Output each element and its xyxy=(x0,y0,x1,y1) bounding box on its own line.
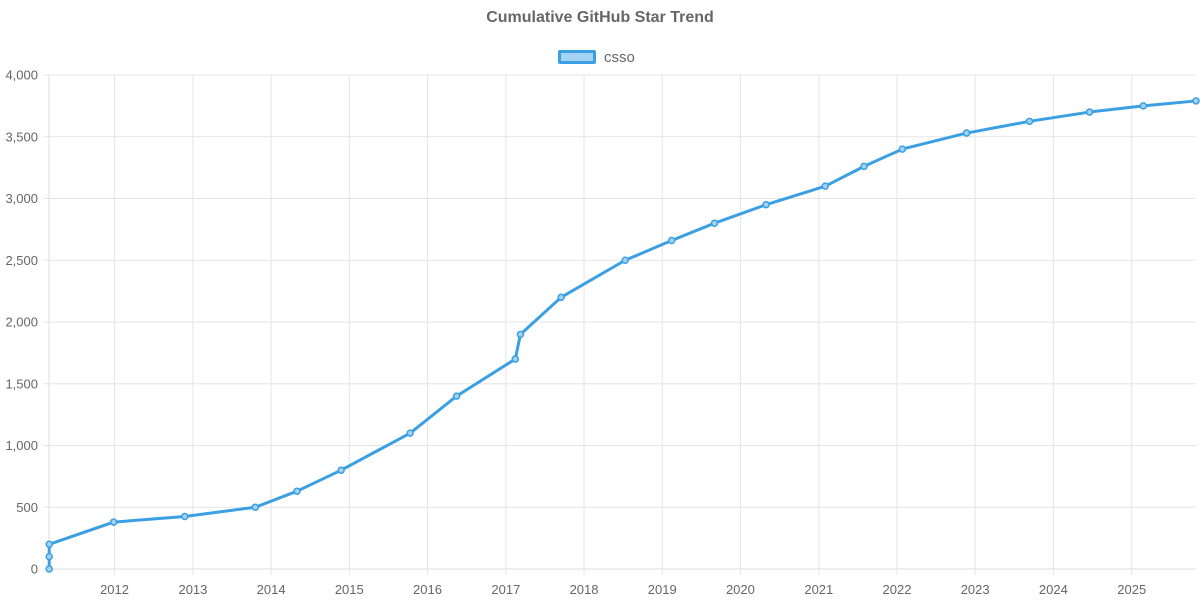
data-point xyxy=(821,182,829,190)
data-point xyxy=(181,512,189,521)
axes xyxy=(48,75,1196,570)
x-tick-label: 2022 xyxy=(883,582,912,597)
data-point xyxy=(511,355,520,363)
x-tick-label: 2015 xyxy=(335,582,364,597)
legend-swatch[interactable] xyxy=(558,50,596,64)
x-tick-label: 2025 xyxy=(1117,582,1146,597)
data-point xyxy=(45,565,53,573)
y-tick-label: 3,500 xyxy=(5,129,38,144)
y-tick-label: 2,500 xyxy=(5,253,38,268)
y-tick-label: 1,500 xyxy=(5,376,38,391)
data-point xyxy=(710,219,719,227)
y-tick-label: 4,000 xyxy=(5,68,38,83)
data-point xyxy=(762,200,770,209)
data-point xyxy=(1192,97,1200,105)
y-tick-label: 3,000 xyxy=(5,191,38,206)
data-point xyxy=(406,429,414,437)
data-point xyxy=(1085,108,1094,116)
x-tick-label: 2017 xyxy=(491,582,520,597)
data-point xyxy=(621,256,629,264)
x-tick-label: 2019 xyxy=(648,582,677,597)
data-point xyxy=(452,392,461,400)
data-point xyxy=(898,145,907,153)
legend[interactable]: csso xyxy=(558,47,635,67)
data-point xyxy=(962,129,971,137)
data-point xyxy=(293,487,301,495)
data-point xyxy=(45,552,53,561)
y-tick-label: 0 xyxy=(31,562,38,577)
y-tick-label: 500 xyxy=(16,500,38,515)
tick-labels: 0 500 1,000 1,500 2,000 2,500 3,000 3,500 4,000 2… xyxy=(5,68,1146,598)
data-point xyxy=(1025,117,1034,126)
x-tick-label: 2021 xyxy=(804,582,833,597)
y-tick-label: 2,000 xyxy=(5,315,38,330)
data-point xyxy=(860,162,868,171)
data-point xyxy=(1139,102,1148,110)
data-point xyxy=(667,236,676,245)
series-group xyxy=(45,97,1200,573)
x-tick-label: 2013 xyxy=(178,582,207,597)
data-point xyxy=(337,466,345,474)
x-tick-label: 2023 xyxy=(961,582,990,597)
data-point xyxy=(45,540,53,549)
x-tick-label: 2024 xyxy=(1039,582,1068,597)
data-point xyxy=(251,503,260,511)
x-tick-label: 2018 xyxy=(570,582,599,597)
x-tick-label: 2016 xyxy=(413,582,442,597)
data-point xyxy=(516,330,525,339)
x-tick-label: 2020 xyxy=(726,582,755,597)
y-tick-label: 1,000 xyxy=(5,438,38,453)
data-point xyxy=(109,518,118,526)
x-tick-label: 2012 xyxy=(100,582,129,597)
series-line-csso xyxy=(47,99,1198,571)
grid xyxy=(43,74,1196,575)
chart-title: Cumulative GitHub Star Trend xyxy=(486,9,714,26)
x-tick-label: 2014 xyxy=(257,582,286,597)
data-point xyxy=(557,293,565,302)
legend-label-csso[interactable]: csso xyxy=(604,48,635,66)
